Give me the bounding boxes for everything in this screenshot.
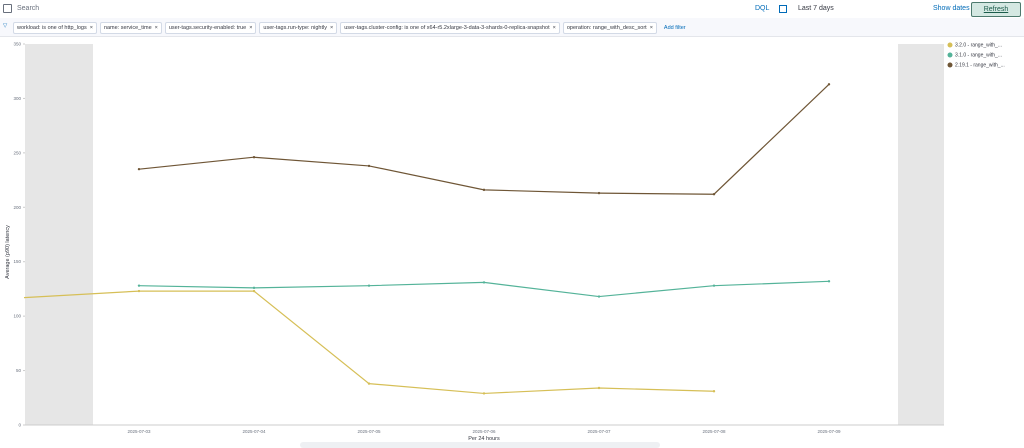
x-tick-label: 2025-07-09 <box>817 429 841 434</box>
point <box>712 284 716 287</box>
point <box>137 167 141 171</box>
point <box>712 193 716 196</box>
point <box>252 156 256 159</box>
legend-swatch <box>947 42 953 48</box>
filter-pill[interactable]: workload: is one of http_logs <box>13 22 97 34</box>
point <box>712 390 716 393</box>
filter-pill[interactable]: name: service_time <box>99 22 162 34</box>
point <box>137 289 141 293</box>
scrollbar[interactable] <box>300 442 660 448</box>
legend-swatch <box>947 52 953 58</box>
filter-pill[interactable]: user-tags.run-type: nightly <box>259 22 338 34</box>
x-tick-label: 2025-07-07 <box>587 429 611 434</box>
y-tick-label: 100 <box>13 314 21 319</box>
out-of-range-left <box>25 44 93 425</box>
legend-label: 3.2.0 - range_with_... <box>955 43 1002 49</box>
y-tick-label: 350 <box>13 42 21 47</box>
point <box>367 284 371 287</box>
point <box>827 83 831 86</box>
search-input[interactable]: Search <box>17 5 40 12</box>
y-tick-label: 300 <box>13 96 21 101</box>
y-tick-label: 0 <box>18 423 21 428</box>
filter-pill[interactable]: operation: range_with_desc_sort <box>562 22 657 34</box>
out-of-range-right <box>898 44 944 425</box>
point <box>827 280 831 283</box>
chart: Per 24 hours Average (p90) latency 0 50 10… <box>5 42 1005 448</box>
x-axis-title: Per 24 hours <box>468 436 500 442</box>
x-tick-label: 2025-07-08 <box>702 429 726 434</box>
x-tick-label: 2025-07-03 <box>127 429 151 434</box>
filter-pill[interactable]: user-tags.security-enabled: true <box>164 22 257 34</box>
x-tick-label: 2025-07-06 <box>472 429 496 434</box>
series-line <box>23 290 715 395</box>
point <box>482 281 486 284</box>
y-axis-title: Average (p90) latency <box>5 225 11 279</box>
point <box>597 295 601 298</box>
point <box>367 164 371 168</box>
query-bar: Search DQL Last 7 days Show dates Refres… <box>0 0 1024 19</box>
menu-icon[interactable] <box>3 4 12 13</box>
point <box>597 191 601 195</box>
point <box>597 386 601 390</box>
calendar-icon[interactable] <box>779 5 787 13</box>
dql-toggle[interactable]: DQL <box>755 5 770 12</box>
y-tick-label: 200 <box>13 205 21 210</box>
time-range[interactable]: Last 7 days <box>798 5 834 12</box>
y-tick-label: 250 <box>13 150 21 155</box>
point <box>482 188 486 192</box>
filter-list: workload: is one of http_logsname: servi… <box>13 18 686 34</box>
filter-bar: ▽ workload: is one of http_logsname: ser… <box>0 18 1024 37</box>
legend-label: 2.19.1 - range_with_... <box>955 63 1005 69</box>
point <box>137 284 141 287</box>
series-line <box>138 83 830 195</box>
legend-label: 3.1.0 - range_with_... <box>955 53 1002 59</box>
x-tick-label: 2025-07-04 <box>242 429 266 434</box>
filter-icon[interactable]: ▽ <box>3 23 8 29</box>
point <box>482 392 486 395</box>
add-filter[interactable]: Add filter <box>663 25 686 31</box>
filter-pill[interactable]: user-tags.cluster-config: is one of x64-… <box>340 22 560 34</box>
y-tick-label: 50 <box>16 368 22 373</box>
show-dates[interactable]: Show dates <box>933 5 970 12</box>
point <box>252 289 256 293</box>
point <box>367 382 371 385</box>
x-tick-label: 2025-07-05 <box>357 429 381 434</box>
refresh-button[interactable]: Refresh <box>971 2 1021 17</box>
legend-swatch <box>947 62 953 68</box>
point <box>252 286 256 290</box>
y-tick-label: 150 <box>13 259 21 264</box>
